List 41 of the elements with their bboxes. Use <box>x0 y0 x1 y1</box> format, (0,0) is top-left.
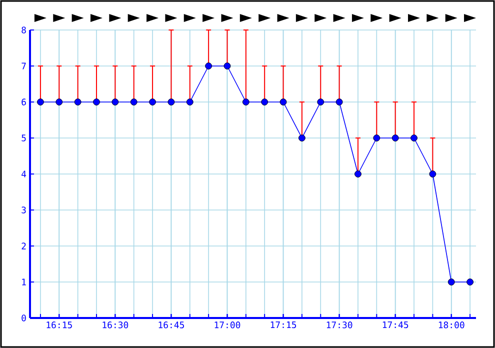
point <box>224 62 231 70</box>
point <box>298 134 306 142</box>
point <box>317 98 324 106</box>
point <box>466 278 474 286</box>
x-tick-label: 17:15 <box>270 322 296 328</box>
point <box>56 98 63 106</box>
point <box>336 98 343 106</box>
point <box>74 98 82 106</box>
point <box>448 278 455 286</box>
x-tick-label: 16:30 <box>102 322 128 328</box>
point <box>354 170 362 178</box>
point <box>392 134 399 142</box>
y-tick-label: 0 <box>22 314 26 322</box>
point <box>205 62 212 70</box>
point <box>429 170 436 178</box>
point <box>112 98 119 106</box>
y-tick-label: 4 <box>22 170 26 178</box>
y-tick-label: 5 <box>22 134 26 142</box>
point <box>149 98 156 106</box>
y-tick-label: 1 <box>22 278 26 286</box>
point <box>168 98 175 106</box>
x-tick-label: 16:45 <box>158 322 184 328</box>
point <box>410 134 418 142</box>
point <box>186 98 194 106</box>
y-tick-label: 7 <box>22 62 26 70</box>
y-tick-label: 2 <box>22 242 26 250</box>
point <box>242 98 250 106</box>
x-tick-label: 17:45 <box>382 322 408 328</box>
point <box>130 98 138 106</box>
point <box>261 98 268 106</box>
point <box>373 134 380 142</box>
x-tick-label: 16:15 <box>46 322 72 328</box>
y-tick-label: 6 <box>22 98 26 106</box>
x-tick-label: 17:30 <box>326 322 352 328</box>
point <box>37 98 44 106</box>
x-tick-label: 17:00 <box>214 322 240 328</box>
y-tick-label: 3 <box>22 206 26 214</box>
x-tick-label: 18:00 <box>438 322 464 328</box>
point <box>93 98 100 106</box>
point <box>280 98 287 106</box>
y-tick-label: 8 <box>22 26 26 34</box>
